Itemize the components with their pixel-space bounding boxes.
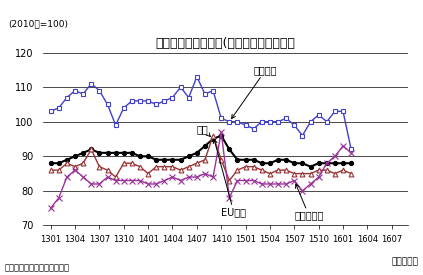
Text: アジア向け: アジア向け <box>294 184 324 221</box>
Text: 米国向け: 米国向け <box>231 65 277 119</box>
Text: 全体: 全体 <box>197 124 210 136</box>
Text: （資料）財務省「貿易統計」: （資料）財務省「貿易統計」 <box>4 263 69 272</box>
Text: （年・月）: （年・月） <box>392 258 419 267</box>
Text: EU向け: EU向け <box>213 139 246 217</box>
Text: (2010年=100): (2010年=100) <box>8 19 69 28</box>
Title: 地域別輸出数量指数(季節調整値）の推移: 地域別輸出数量指数(季節調整値）の推移 <box>155 37 295 50</box>
